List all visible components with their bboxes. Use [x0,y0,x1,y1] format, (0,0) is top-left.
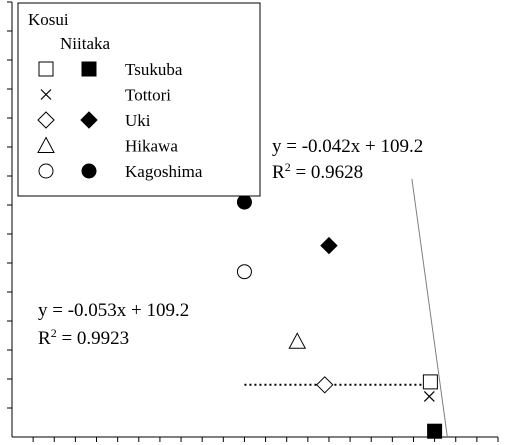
legend-label-hikawa: Hikawa [125,137,178,156]
legend-marker-niitaka-tsukuba [81,61,97,77]
point-kosui-tottori [423,390,435,402]
niitaka-fit-r2: R2 = 0.9628 [272,160,363,183]
point-kosui-kagoshima [236,264,252,280]
annotation-kosui-fit: y = -0.053x + 109.2 R2 = 0.9923 [38,300,189,349]
legend-marker-kosui-kagoshima [38,163,54,179]
point-niitaka-tsukuba [427,423,443,439]
data-points [236,194,443,439]
point-niitaka-kagoshima [236,194,252,210]
legend-marker-kosui-uki [37,111,55,129]
fit-lines [244,178,448,438]
kosui-fit-line [411,178,448,438]
point-kosui-tsukuba [422,374,438,390]
legend-label-kagoshima: Kagoshima [125,162,203,181]
legend-header-niitaka: Niitaka [60,34,110,53]
legend-label-uki: Uki [125,111,151,130]
legend-entries: Tsukuba Tottori Uki Hikawa Kagoshima [37,60,203,181]
niitaka-fit-equation: y = -0.042x + 109.2 [272,136,423,157]
kosui-fit-equation: y = -0.053x + 109.2 [38,300,189,321]
plot-axes [7,1,499,442]
point-kosui-hikawa [288,332,307,349]
legend-label-tottori: Tottori [125,86,171,105]
legend-marker-kosui-hikawa [37,136,55,153]
legend: Kosui Niitaka Tsukuba Tottori Uki Hikawa Kag… [17,2,261,197]
legend-label-tsukuba: Tsukuba [125,60,183,79]
kosui-fit-r2: R2 = 0.9923 [38,326,129,349]
legend-header-kosui: Kosui [28,10,69,29]
legend-box [17,2,261,197]
legend-marker-niitaka-uki [80,111,98,129]
point-niitaka-uki [320,236,338,255]
legend-marker-kosui-tsukuba [38,61,54,77]
annotation-niitaka-fit: y = -0.042x + 109.2 R2 = 0.9628 [272,136,423,183]
legend-marker-niitaka-kagoshima [81,163,97,179]
legend-marker-kosui-tottori [40,89,52,100]
point-kosui-uki [316,376,334,394]
